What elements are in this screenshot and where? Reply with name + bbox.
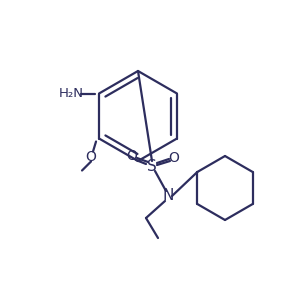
Text: O: O [86, 149, 96, 164]
Text: S: S [147, 158, 157, 174]
Text: O: O [168, 151, 179, 165]
Text: N: N [162, 189, 174, 204]
Text: O: O [127, 149, 138, 163]
Text: H₂N: H₂N [59, 87, 84, 100]
